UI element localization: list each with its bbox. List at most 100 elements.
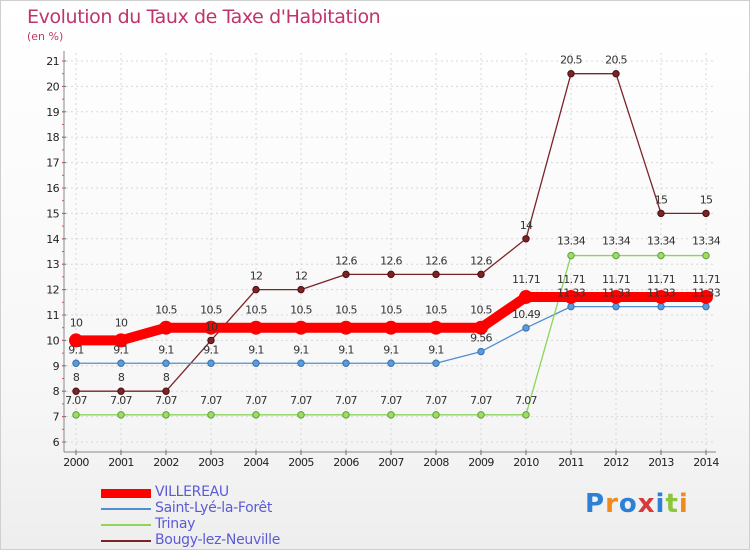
data-label: 7.07 [470, 394, 492, 407]
data-point [432, 270, 440, 279]
data-label: 15 [655, 193, 668, 206]
unit-label: (en %) [27, 30, 64, 43]
data-labels: 10 10 10.5 10.5 10.5 10.5 10.5 10.5 10.5 10.5 11.7… [65, 54, 721, 407]
data-point [387, 359, 395, 367]
data-point [69, 333, 83, 348]
logo-letter: P [585, 489, 606, 519]
logo-letter: t [665, 489, 679, 519]
data-point [657, 251, 665, 260]
data-point [72, 387, 80, 395]
data-point [612, 302, 620, 311]
y-tick-label: 21 [46, 55, 59, 68]
y-tick-label: 14 [46, 233, 59, 246]
y-tick-label: 6 [53, 436, 60, 449]
x-tick-label: 2010 [513, 456, 539, 469]
data-point [657, 302, 665, 311]
data-label: 10.49 [512, 308, 541, 321]
data-label: 9.1 [203, 343, 218, 356]
x-tick-label: 2009 [468, 456, 494, 469]
data-label: 15 [700, 193, 713, 206]
y-tick-label: 10 [46, 334, 59, 347]
data-label: 10.5 [425, 304, 447, 317]
data-label: 7.07 [200, 394, 222, 407]
data-label: 7.07 [245, 394, 267, 407]
data-point [387, 270, 395, 279]
data-point [612, 70, 620, 78]
data-point [204, 320, 218, 335]
data-label: 9.1 [383, 343, 398, 356]
y-tick-label: 15 [46, 207, 59, 220]
x-tick-label: 2000 [63, 456, 89, 469]
logo-letter: r [605, 489, 619, 519]
data-label: 9.1 [293, 343, 308, 356]
grid [66, 53, 716, 450]
data-label: 13.34 [692, 235, 721, 248]
data-label: 10 [205, 320, 218, 333]
data-point [477, 270, 485, 279]
data-point [342, 411, 350, 419]
data-point [432, 359, 440, 367]
data-point [342, 270, 350, 279]
legend-label: Bougy-lez-Neuville [155, 532, 281, 548]
y-tick-label: 19 [46, 106, 59, 119]
data-label: 10.5 [380, 304, 402, 317]
data-label: 20.5 [560, 54, 582, 67]
data-label: 9.1 [248, 343, 263, 356]
data-label: 14 [520, 219, 533, 232]
data-label: 7.07 [335, 394, 357, 407]
data-label: 7.07 [155, 394, 177, 407]
data-label: 7.07 [515, 394, 537, 407]
data-point [252, 359, 260, 367]
data-label: 7.07 [110, 394, 132, 407]
data-point [252, 411, 260, 419]
data-label: 11.71 [647, 273, 675, 286]
data-label: 10.5 [200, 304, 222, 317]
data-point [567, 70, 575, 78]
data-label: 13.34 [602, 235, 631, 248]
data-label: 9.1 [113, 343, 128, 356]
data-point [207, 359, 215, 367]
data-point [162, 359, 170, 367]
logo-letter: x [637, 489, 656, 519]
data-label: 12.6 [380, 254, 402, 267]
data-point [249, 320, 263, 335]
data-point [612, 251, 620, 260]
data-point [297, 285, 305, 294]
data-point [609, 289, 623, 304]
data-label: 11.71 [557, 273, 585, 286]
x-tick-label: 2007 [378, 456, 404, 469]
data-label: 12.6 [470, 254, 492, 267]
data-point [387, 411, 395, 419]
data-point [114, 333, 128, 348]
data-label: 10.5 [335, 304, 357, 317]
data-label: 20.5 [605, 54, 627, 67]
data-point [567, 302, 575, 311]
data-point [159, 320, 173, 335]
data-label: 9.1 [68, 343, 83, 356]
data-label: 10.5 [290, 304, 312, 317]
y-tick-label: 16 [46, 182, 59, 195]
y-tick-label: 12 [46, 284, 59, 297]
legend-label: Saint-Lyé-la-Forêt [155, 500, 273, 516]
data-label: 11.33 [692, 287, 721, 300]
legend-swatch [101, 508, 151, 510]
data-point [72, 359, 80, 367]
data-label: 12.6 [425, 254, 447, 267]
data-label: 10 [70, 316, 83, 329]
data-label: 11.71 [602, 273, 630, 286]
x-tick-label: 2004 [243, 456, 269, 469]
data-point [297, 411, 305, 419]
data-point [432, 411, 440, 419]
y-tick-label: 13 [46, 258, 59, 271]
data-point [384, 320, 398, 335]
data-point [294, 320, 308, 335]
data-label: 11.71 [692, 273, 720, 286]
legend-swatch [101, 540, 151, 542]
logo-letter: i [655, 489, 666, 519]
data-point [519, 289, 533, 304]
proxiti-logo: Proxiti [585, 489, 689, 519]
data-point [117, 411, 125, 419]
logo-letter: i [678, 489, 689, 519]
data-label: 8 [118, 371, 125, 384]
data-point [117, 387, 125, 395]
